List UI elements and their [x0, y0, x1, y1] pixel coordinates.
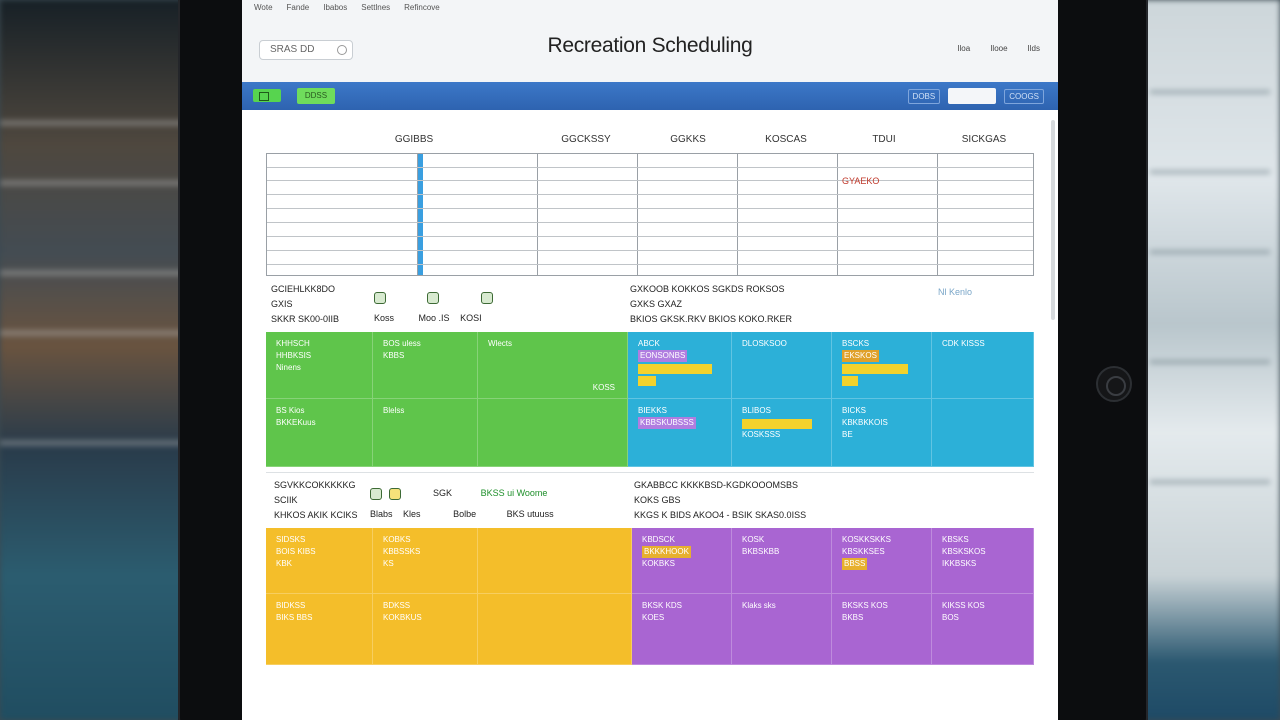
home-button[interactable]: [1096, 366, 1132, 402]
icon-label: Moo .IS: [418, 313, 450, 323]
menu-item[interactable]: Ibabos: [323, 3, 348, 12]
activity-cell[interactable]: ABCK EONSONBS: [628, 332, 732, 399]
activity-cell[interactable]: [478, 399, 628, 467]
group-header-purple: GKABBCC KKKKBSD-KGDKOOOMSBS KOKS GBS KKG…: [634, 478, 806, 523]
group-header-row: GCIEHLKK8DO: [271, 284, 336, 294]
header-link[interactable]: Ilooe: [990, 44, 1008, 53]
activity-cell[interactable]: [478, 528, 632, 594]
column-header[interactable]: GGKKS: [670, 134, 706, 145]
activity-cell[interactable]: KHHSCH HHBKSIS Ninens: [266, 332, 373, 399]
schedule-grid: [266, 153, 1034, 276]
activity-cell[interactable]: BKSK KDS KOES: [632, 594, 732, 665]
activity-cell[interactable]: Wlects KOSS: [478, 332, 628, 399]
menu-item[interactable]: Settlnes: [361, 3, 391, 12]
toolbar: DDSS DOBS COOGS: [242, 82, 1058, 110]
group-header-teal: GXKOOB KOKKOS SGKDS ROKSOS GXKS GXAZ BKI…: [630, 282, 792, 327]
selection-stripe: [417, 154, 423, 275]
calendar-icon[interactable]: [253, 89, 281, 102]
activity-cell[interactable]: KBSKS KBSKSKOS IKKBSKS: [932, 528, 1034, 594]
icon-label: Koss: [374, 313, 395, 323]
activity-cell[interactable]: KOSK BKBSKBB: [732, 528, 832, 594]
activity-cell[interactable]: KIKSS KOS BOS: [932, 594, 1034, 665]
people-icon: [426, 291, 439, 304]
group-header-green: GCIEHLKK8DO GXIS SKKR SK00-0IIB: [271, 282, 339, 327]
section-divider: [266, 472, 1034, 473]
menu-item[interactable]: Refincove: [404, 3, 440, 12]
people-icon: [388, 487, 401, 500]
group-header-row: GKABBCC KKKKBSD-KGDKOOOMSBS: [634, 480, 799, 490]
activity-cell[interactable]: CDK KISSS: [932, 332, 1034, 399]
header-link[interactable]: Iloa: [957, 44, 971, 53]
activity-cell[interactable]: [932, 399, 1034, 467]
toolbar-primary-button[interactable]: DDSS: [297, 88, 335, 104]
group-header-row: KHKOS AKIK KCIKS: [274, 510, 358, 520]
activity-cell[interactable]: KOSKKSKKS KBSKKSES BBSS: [832, 528, 932, 594]
activity-grid-bottom: SIDSKS BOIS KIBS KBK KOBKS KBBSSKS KS BIDKSS…: [266, 528, 1034, 665]
icon-label: Kles: [403, 509, 421, 519]
menu-item[interactable]: Wote: [254, 3, 273, 12]
group-header-row: SGVKKCOKKKKKG: [274, 480, 356, 490]
activity-cell[interactable]: [478, 594, 632, 665]
activity-cell[interactable]: BIEKKS KBBSKUBSSS: [628, 399, 732, 467]
activity-cell[interactable]: BDKSS KOKBKUS: [373, 594, 478, 665]
group-side-note: Nl Kenlo: [938, 287, 973, 297]
search-input[interactable]: SRAS DD: [259, 40, 353, 60]
background-left: [0, 0, 185, 720]
header-links: Iloa Ilooe Ilds: [957, 44, 1040, 53]
background-right: [1140, 0, 1280, 720]
column-header[interactable]: SICKGAS: [961, 134, 1007, 145]
column-header[interactable]: TDUI: [872, 134, 896, 145]
activity-cell[interactable]: KOBKS KBBSSKS KS: [373, 528, 478, 594]
search-value: SRAS DD: [270, 44, 315, 55]
activity-cell[interactable]: BOS uless KBBS: [373, 332, 478, 399]
icon-label: Bolbe: [453, 509, 477, 519]
group-header-row: KOKS GBS: [634, 495, 681, 505]
tablet-screen: Wote Fande Ibabos Settlnes Refincove SRA…: [242, 0, 1058, 720]
group-header-row: GXKS GXAZ: [630, 299, 683, 309]
page-title: Recreation Scheduling: [547, 34, 753, 57]
people-icon: [370, 487, 382, 500]
icon-label: Blabs: [370, 509, 393, 519]
activity-cell[interactable]: KBDSCK BKKKHOOK KOKBKS: [632, 528, 732, 594]
toolbar-search-field[interactable]: [948, 88, 997, 104]
group-header-row: SKKR SK00-0IIB: [271, 314, 340, 324]
column-header[interactable]: GGIBBS: [394, 134, 434, 145]
activity-cell[interactable]: SIDSKS BOIS KIBS KBK: [266, 528, 373, 594]
column-header[interactable]: KOSCAS: [765, 134, 807, 145]
scrollbar[interactable]: [1051, 120, 1055, 320]
group-header-row: GXIS: [271, 299, 293, 309]
schedule-note[interactable]: GYAEKO: [842, 176, 880, 186]
group-header-row: KKGS K BIDS AKOO4 - BSIK SKAS0.0ISS: [634, 510, 807, 520]
people-icon: [481, 291, 494, 304]
activity-cell[interactable]: BSCKS EKSKOS: [832, 332, 932, 399]
toolbar-link[interactable]: COOGS: [1004, 88, 1044, 104]
group-icons-green: Koss Moo .IS KOSI: [374, 290, 497, 326]
activity-cell[interactable]: Klaks sks: [732, 594, 832, 665]
activity-cell[interactable]: DLOSKSOO: [732, 332, 832, 399]
activity-cell[interactable]: Blelss: [373, 399, 478, 467]
activity-grid-top: KHHSCH HHBKSIS Ninens BOS uless KBBS Wlects…: [266, 332, 1034, 467]
toolbar-link[interactable]: DOBS: [907, 88, 941, 104]
group-header-row: SCIIK: [274, 495, 298, 505]
header-link[interactable]: Ilds: [1027, 44, 1040, 53]
clear-icon[interactable]: [337, 45, 347, 55]
activity-cell[interactable]: BIDKSS BIKS BBS: [266, 594, 373, 665]
activity-cell[interactable]: BKSKS KOS BKBS: [832, 594, 932, 665]
group-icons-yellow: SGK BKSS ui Woome Blabs Kles Bolbe BKS u…: [370, 487, 554, 519]
group-header-row: GXKOOB KOKKOS SGKDS ROKSOS: [630, 284, 785, 294]
activity-cell[interactable]: BLIBOS KOSKSSS: [732, 399, 832, 467]
activity-cell[interactable]: BICKS KBKBKKOIS BE: [832, 399, 932, 467]
icon-label: KOSI: [460, 313, 482, 323]
activity-cell[interactable]: BS Kios BKKEKuus: [266, 399, 373, 467]
top-menu: Wote Fande Ibabos Settlnes Refincove: [254, 3, 440, 12]
menu-item[interactable]: Fande: [286, 3, 310, 12]
column-header[interactable]: GGCKSSY: [561, 134, 611, 145]
group-header-yellow: SGVKKCOKKKKKG SCIIK KHKOS AKIK KCIKS: [274, 478, 358, 523]
people-icon: [374, 291, 386, 304]
group-header-row: BKIOS GKSK.RKV BKIOS KOKO.RKER: [630, 314, 793, 324]
